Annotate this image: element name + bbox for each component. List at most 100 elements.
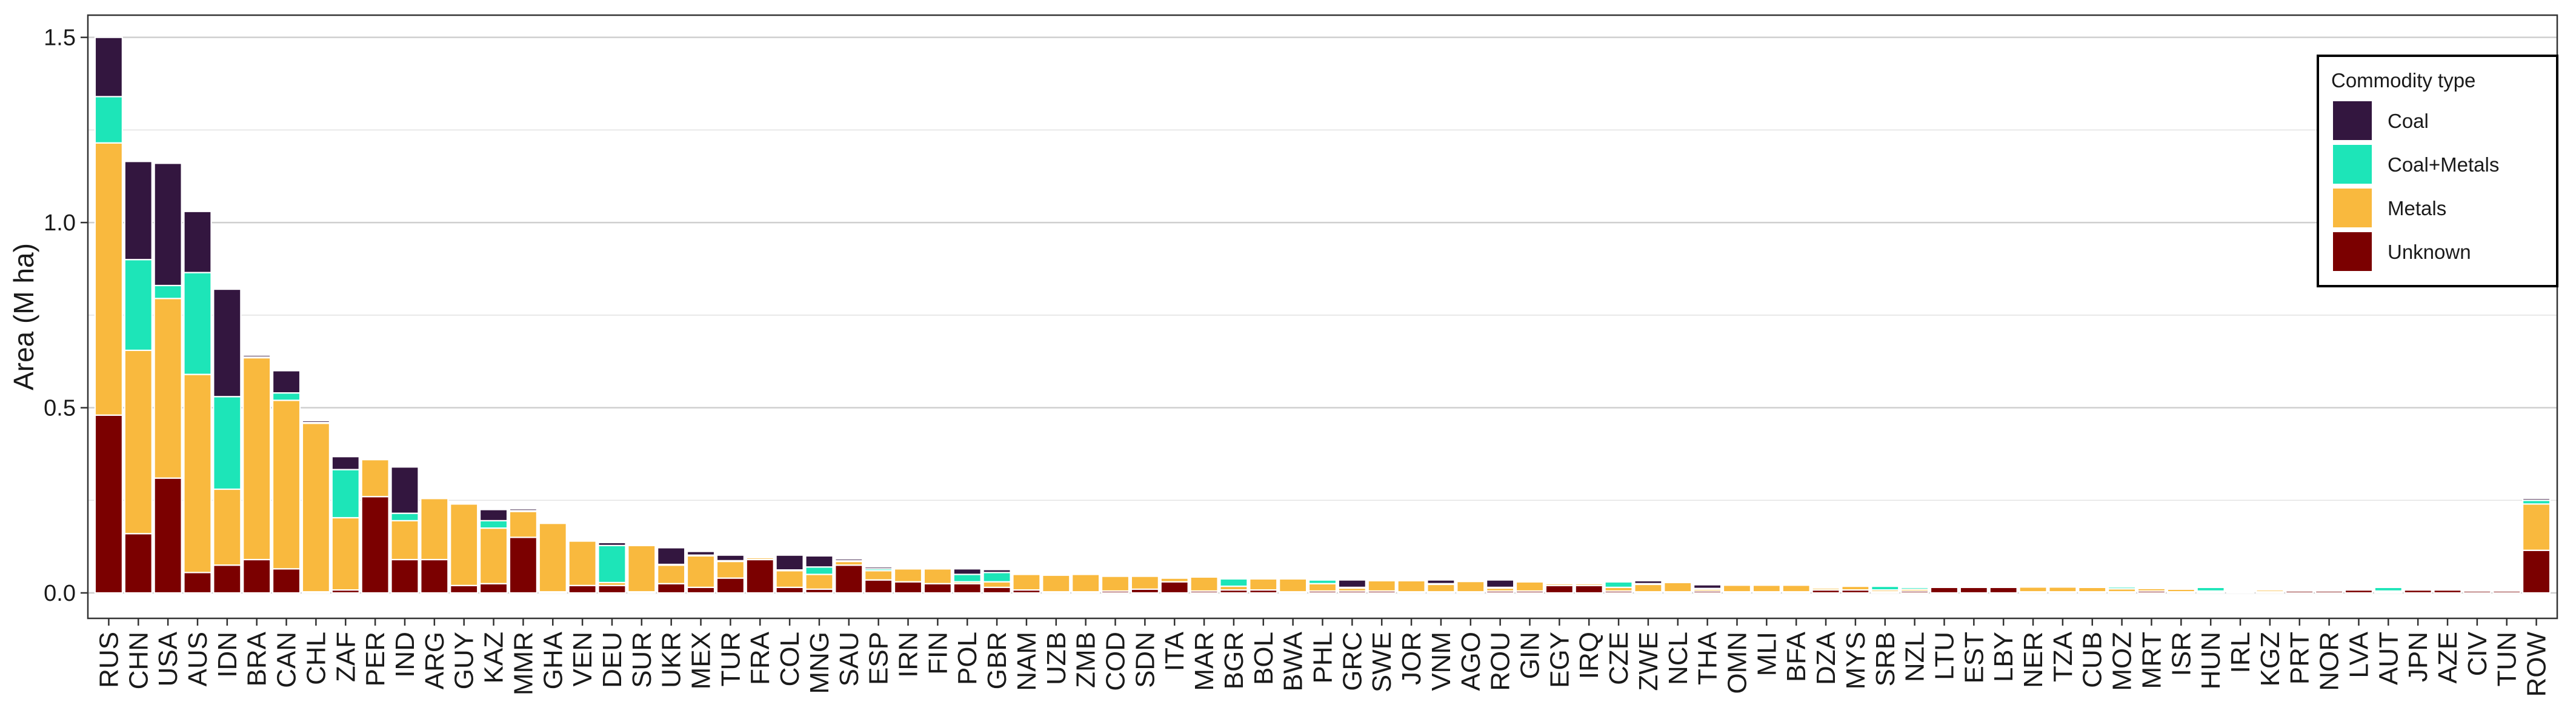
bar-segment bbox=[213, 488, 242, 566]
bar-segment bbox=[124, 161, 153, 261]
x-tick-label: MLI bbox=[1752, 632, 1782, 676]
bar-segment bbox=[1249, 578, 1278, 591]
bar-segment bbox=[1249, 577, 1278, 579]
bar-segment bbox=[1397, 578, 1426, 581]
x-tick-label: TZA bbox=[2048, 631, 2078, 682]
bar-segment bbox=[2403, 587, 2432, 589]
bar-segment bbox=[124, 259, 153, 351]
x-tick-label: ARG bbox=[420, 632, 450, 689]
bar-segment bbox=[953, 568, 982, 575]
x-tick-label: GBR bbox=[982, 632, 1012, 689]
bar-segment bbox=[1367, 578, 1396, 581]
legend-label: Coal+Metals bbox=[2388, 153, 2499, 176]
bar-segment bbox=[745, 558, 774, 594]
bar-segment bbox=[242, 356, 271, 561]
y-tick-label: 1.0 bbox=[44, 210, 76, 236]
bar-segment bbox=[94, 414, 124, 594]
x-tick-label: NER bbox=[2019, 632, 2048, 688]
y-axis: 0.0 0.5 1.0 1.5 bbox=[44, 25, 88, 606]
bar-segment bbox=[1634, 583, 1663, 593]
bar-segment bbox=[1959, 584, 1988, 587]
x-tick-label: MMR bbox=[508, 632, 538, 695]
x-tick-label: KGZ bbox=[2255, 632, 2285, 686]
x-tick-label: CHL bbox=[301, 632, 331, 685]
bar-segment bbox=[94, 96, 124, 144]
bar-segment bbox=[1515, 580, 1545, 582]
x-tick-label: CIV bbox=[2463, 631, 2492, 676]
x-tick-label: IDN bbox=[213, 632, 242, 678]
x-tick-label: ZAF bbox=[331, 632, 361, 682]
x-tick-label: FRA bbox=[745, 631, 775, 685]
x-tick-label: JPN bbox=[2403, 632, 2433, 682]
x-tick-label: AUT bbox=[2374, 632, 2403, 685]
bar-segment bbox=[1219, 577, 1248, 580]
x-tick-label: AZE bbox=[2433, 632, 2463, 684]
bar-segment bbox=[1279, 578, 1308, 593]
bar-segment bbox=[183, 373, 212, 574]
legend-key bbox=[2333, 101, 2372, 140]
bar-segment bbox=[1071, 572, 1100, 575]
bar-segment bbox=[1604, 581, 1633, 588]
bar-segment bbox=[2166, 587, 2195, 589]
bar-segment bbox=[1456, 580, 1485, 593]
x-tick-label: CZE bbox=[1604, 632, 1634, 685]
x-tick-label: EST bbox=[1959, 632, 1989, 684]
bar-segment bbox=[2433, 587, 2462, 589]
x-tick-label: IRL bbox=[2226, 632, 2255, 673]
x-tick-label: BOL bbox=[1249, 632, 1279, 685]
bar-segment bbox=[568, 540, 597, 586]
x-tick-label: ZWE bbox=[1634, 632, 1663, 691]
bar-segment bbox=[1308, 578, 1337, 581]
x-tick-label: SWE bbox=[1367, 632, 1397, 692]
legend-key bbox=[2333, 232, 2372, 271]
bar-segment bbox=[775, 554, 804, 571]
bar-segment bbox=[1190, 575, 1219, 577]
bar-segment bbox=[183, 572, 212, 594]
bar-segment bbox=[271, 568, 301, 594]
y-tick-label: 1.5 bbox=[44, 25, 76, 51]
bar-segment bbox=[864, 570, 893, 581]
bar-segment bbox=[508, 508, 537, 512]
bar-segment bbox=[420, 558, 449, 594]
bar-segment bbox=[982, 572, 1011, 583]
bar-segment bbox=[597, 544, 627, 583]
bar-segment bbox=[657, 583, 686, 594]
bar-segment bbox=[923, 566, 952, 569]
bar-segment bbox=[982, 586, 1011, 594]
x-tick-label: THA bbox=[1693, 631, 1723, 685]
bar-segment bbox=[1515, 581, 1545, 592]
bar-segment bbox=[213, 564, 242, 594]
x-tick-label: HUN bbox=[2196, 632, 2226, 689]
bar-segment bbox=[2521, 498, 2551, 501]
x-tick-label: BWA bbox=[1279, 631, 1308, 691]
bar-segment bbox=[775, 586, 804, 594]
bar-segment bbox=[479, 583, 508, 594]
bar-segment bbox=[1308, 583, 1337, 592]
bar-segment bbox=[1397, 580, 1426, 593]
x-tick-label: MYS bbox=[1841, 632, 1871, 689]
bar-segment bbox=[1841, 584, 1870, 586]
x-tick-label: PHL bbox=[1308, 632, 1338, 684]
bar-segment bbox=[1130, 575, 1159, 590]
bar-segment bbox=[982, 581, 1011, 588]
legend-label: Metals bbox=[2388, 197, 2446, 219]
x-tick-label: TUR bbox=[716, 632, 745, 686]
bar-segment bbox=[2521, 503, 2551, 551]
bar-segment bbox=[686, 550, 716, 556]
x-tick-label: FIN bbox=[923, 632, 953, 675]
bar-segment bbox=[94, 142, 124, 416]
x-tick-label: VEN bbox=[568, 632, 597, 686]
bar-segment bbox=[124, 349, 153, 535]
x-tick-label: IND bbox=[390, 632, 420, 678]
bar-segment bbox=[479, 509, 508, 521]
x-tick-label: AUS bbox=[183, 632, 213, 686]
bar-segment bbox=[686, 555, 716, 588]
x-tick-label: ZMB bbox=[1071, 632, 1101, 688]
bar-segment bbox=[568, 584, 597, 594]
x-tick-label: LTU bbox=[1929, 632, 1959, 680]
legend-title: Commodity type bbox=[2331, 69, 2475, 92]
bar-segment bbox=[2019, 586, 2048, 593]
bar-segment bbox=[805, 574, 834, 590]
x-tick-label: ESP bbox=[864, 632, 894, 685]
bar-segment bbox=[1279, 577, 1308, 579]
